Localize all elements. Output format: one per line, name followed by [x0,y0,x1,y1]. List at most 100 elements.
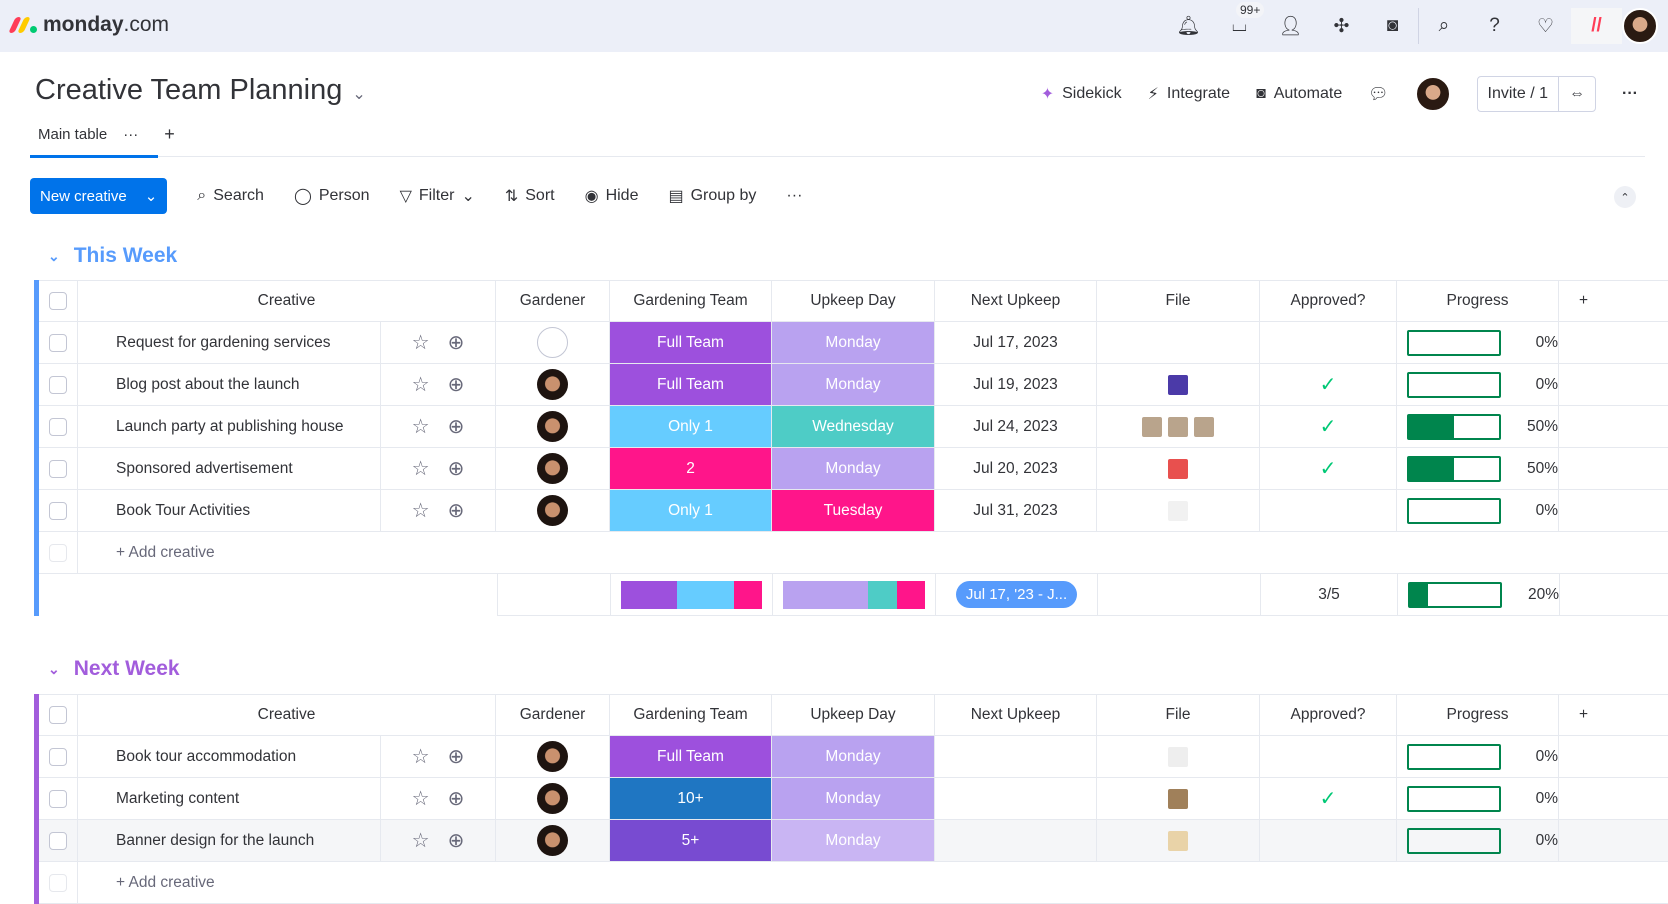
apps-icon[interactable]: ✣ [1333,15,1350,37]
new-creative-button[interactable]: New creative ⌄ [30,178,168,214]
column-header-creative[interactable]: Creative [78,695,496,735]
board-title[interactable]: Creative Team Planning ⌄ [35,74,366,107]
table-row[interactable]: Banner design for the launch ☆ ⊕ 5+ Monday 0% [39,820,1668,862]
column-header-approved[interactable]: Approved? [1260,695,1397,735]
column-header-gardener[interactable]: Gardener [496,281,610,321]
add-creative-input[interactable]: + Add creative [116,543,215,561]
file-cell[interactable] [1097,490,1260,531]
file-cell[interactable] [1097,322,1260,363]
group-title[interactable]: ⌄ Next Week [48,657,180,681]
row-checkbox[interactable] [49,333,67,352]
gardener-cell[interactable] [496,778,610,819]
inbox-icon[interactable]: ⌴ 99+ [1214,2,1265,44]
file-cell[interactable] [1097,406,1260,447]
file-thumbnail[interactable] [1168,788,1188,809]
person-button[interactable]: ◯ Person [294,186,370,206]
gardener-avatar[interactable] [537,783,568,814]
next-upkeep-date[interactable]: Jul 20, 2023 [935,448,1097,489]
row-checkbox[interactable] [49,789,67,808]
upkeep-day-status[interactable]: Monday [772,322,935,363]
file-thumbnail[interactable] [1168,374,1188,395]
group-by-button[interactable]: ▤ Group by [668,186,756,206]
next-upkeep-date[interactable] [935,736,1097,777]
column-header-gardening-team[interactable]: Gardening Team [610,695,772,735]
ai-bot-icon[interactable]: ◙ [1386,15,1399,36]
file-cell[interactable] [1097,820,1260,861]
star-icon[interactable]: ☆ [411,416,430,438]
upkeep-day-status[interactable]: Tuesday [772,490,935,531]
gardener-avatar[interactable] [537,453,568,484]
more-icon[interactable]: ··· [1622,85,1638,102]
column-header-creative[interactable]: Creative [78,281,496,321]
star-icon[interactable]: ☆ [411,830,430,852]
gardener-avatar[interactable] [537,825,568,856]
collapse-header-icon[interactable]: ⌃ [1614,186,1636,208]
star-icon[interactable]: ☆ [411,332,430,354]
file-thumbnail[interactable] [1168,416,1188,437]
item-name[interactable]: Marketing content [78,778,381,819]
select-all-cell[interactable] [39,695,78,735]
upkeep-day-status[interactable]: Monday [772,448,935,489]
link-icon[interactable]: ⇔ [1558,77,1595,111]
row-checkbox[interactable] [49,501,67,520]
approved-cell[interactable] [1260,490,1397,531]
item-name[interactable]: Book Tour Activities [78,490,381,531]
heart-icon[interactable]: ♡ [1536,15,1555,37]
gardener-avatar[interactable] [537,495,568,526]
next-upkeep-date[interactable]: Jul 31, 2023 [935,490,1097,531]
column-header-upkeep-day[interactable]: Upkeep Day [772,695,935,735]
file-thumbnail[interactable] [1142,416,1162,437]
column-header-[interactable]: + [1579,292,1589,309]
row-checkbox[interactable] [49,375,67,394]
add-update-icon[interactable]: ⊕ [447,500,465,522]
add-update-icon[interactable]: ⊕ [447,458,465,480]
chevron-down-icon[interactable]: ⌄ [48,660,60,677]
upkeep-day-status[interactable]: Monday [772,364,935,405]
add-update-icon[interactable]: ⊕ [447,788,465,810]
row-select-cell[interactable] [39,406,78,447]
column-header-[interactable]: + [1579,706,1589,723]
gardener-cell[interactable] [496,736,610,777]
gardener-cell[interactable] [496,322,610,363]
column-header-upkeep-day[interactable]: Upkeep Day [772,281,935,321]
row-checkbox[interactable] [49,747,67,766]
star-icon[interactable]: ☆ [411,746,430,768]
tab-main-table[interactable]: Main table [38,126,108,143]
add-update-icon[interactable]: ⊕ [447,416,465,438]
add-creative-input[interactable]: + Add creative [116,873,215,891]
approved-cell[interactable]: ✓ [1260,364,1397,405]
row-select-cell[interactable] [39,778,78,819]
user-avatar[interactable] [1622,8,1658,44]
table-row[interactable]: Launch party at publishing house ☆ ⊕ Only 1… [39,406,1668,448]
column-header-next-upkeep[interactable]: Next Upkeep [935,281,1097,321]
item-name[interactable]: Launch party at publishing house [78,406,381,447]
search-button[interactable]: ⌕ Search [197,187,264,205]
chevron-down-icon[interactable]: ⌄ [144,188,158,205]
column-header-gardener[interactable]: Gardener [496,695,610,735]
search-icon[interactable]: ⌕ [1418,8,1469,44]
file-thumbnail[interactable] [1168,746,1188,767]
invite-user-icon[interactable]: 👤︎ [1278,16,1303,37]
column-header-gardening-team[interactable]: Gardening Team [610,281,772,321]
row-checkbox[interactable] [49,831,67,850]
file-cell[interactable] [1097,778,1260,819]
approved-cell[interactable]: ✓ [1260,778,1397,819]
row-select-cell[interactable] [39,364,78,405]
add-item-row[interactable]: + Add creative [39,532,1668,574]
star-icon[interactable]: ☆ [411,458,430,480]
automate-button[interactable]: ◙ Automate [1256,85,1342,103]
file-thumbnail[interactable] [1168,458,1188,479]
column-header-file[interactable]: File [1097,281,1260,321]
star-icon[interactable]: ☆ [411,374,430,396]
approved-cell[interactable] [1260,322,1397,363]
row-select-cell[interactable] [39,448,78,489]
next-upkeep-date[interactable] [935,820,1097,861]
filter-button[interactable]: ▽ Filter ⌄ [400,186,475,206]
gardening-team-status[interactable]: Only 1 [610,490,772,531]
help-icon[interactable]: ? [1489,15,1500,36]
column-header-next-upkeep[interactable]: Next Upkeep [935,695,1097,735]
gardener-avatar[interactable] [537,369,568,400]
upkeep-day-status[interactable]: Monday [772,820,935,861]
row-select-cell[interactable] [39,322,78,363]
column-header-approved[interactable]: Approved? [1260,281,1397,321]
